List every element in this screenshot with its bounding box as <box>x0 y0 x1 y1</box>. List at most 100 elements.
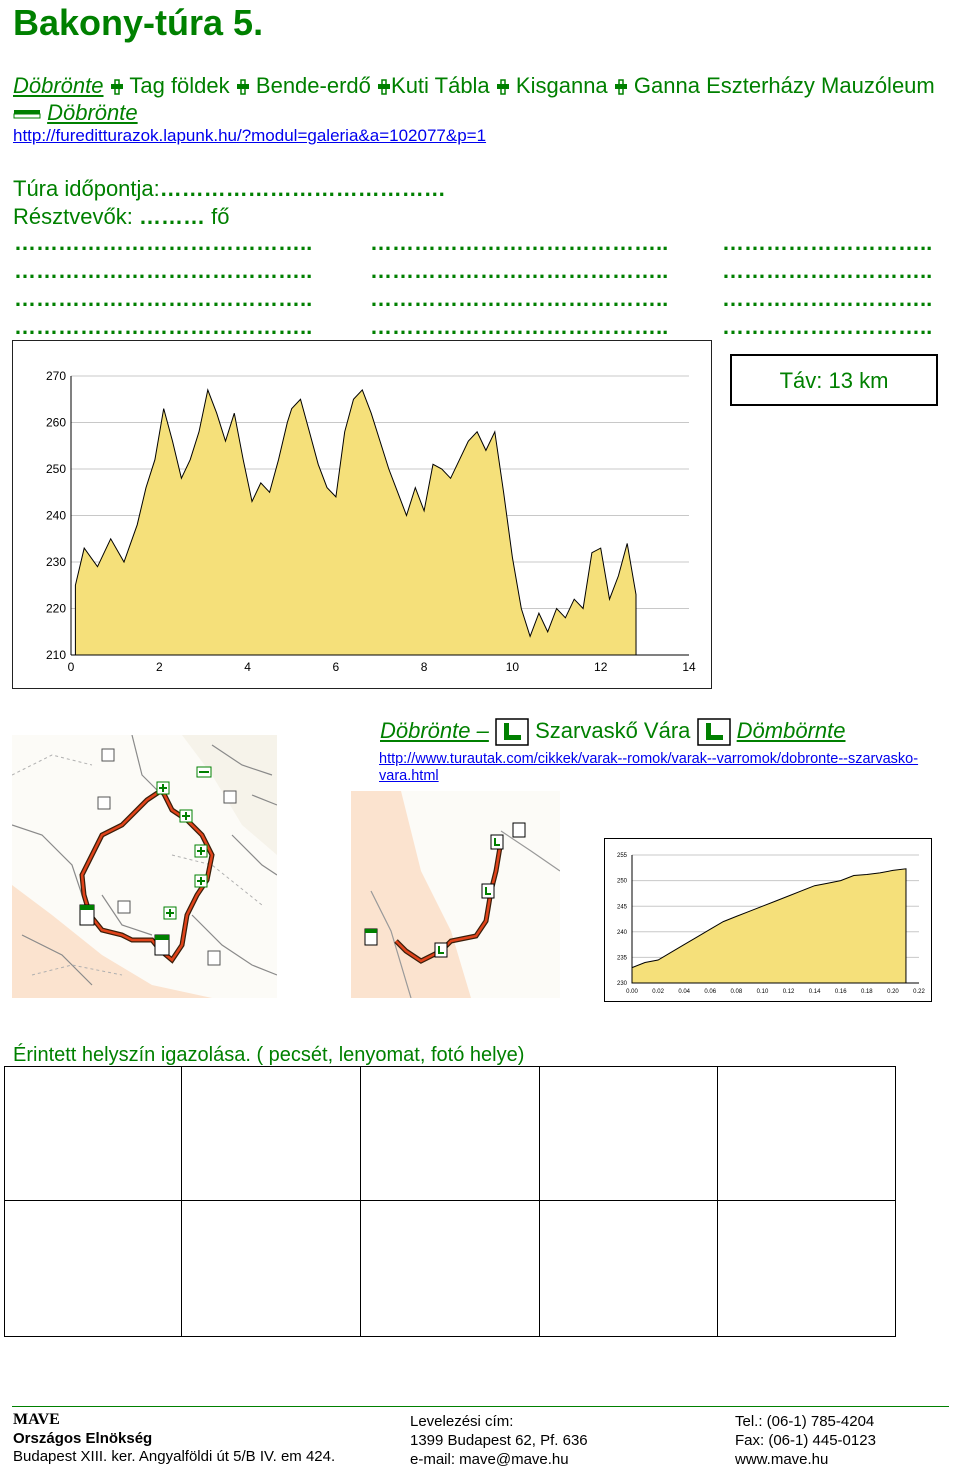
green-cross-icon <box>236 79 249 95</box>
elevation-area <box>631 868 907 984</box>
green-bar-icon <box>13 110 41 119</box>
castle-url-link[interactable]: http://www.turautak.com/cikkek/varak--ro… <box>379 751 959 785</box>
x-tick-label: 4 <box>244 660 251 674</box>
dot-field: ………………………………….. <box>370 286 669 311</box>
dot-row: ………………………………….. ………………………………….. ……………………… <box>14 230 954 258</box>
stamp-cell[interactable] <box>539 1066 718 1201</box>
tour-date-line: Túra időpontja:………………………………… <box>13 176 446 202</box>
stamp-cell[interactable] <box>181 1066 361 1201</box>
footer-divider <box>12 1406 949 1407</box>
dot-field: ………………………………….. <box>370 258 669 283</box>
footer-mail-block: Levelezési cím: 1399 Budapest 62, Pf. 63… <box>410 1412 588 1469</box>
route-start[interactable]: Döbrönte <box>13 73 104 98</box>
route-stop-2: Bende-erdő <box>255 73 371 98</box>
castle-url-line2[interactable]: vara.html <box>379 768 439 784</box>
castle-route-end[interactable]: Dömbörnte <box>736 718 846 743</box>
dot-field: ……………………….. <box>722 258 933 283</box>
castle-url-line1[interactable]: http://www.turautak.com/cikkek/varak--ro… <box>379 751 919 767</box>
castle-route-middle: Szarvaskő Vára <box>535 718 691 743</box>
dot-rows: ………………………………….. ………………………………….. ……………………… <box>14 230 954 342</box>
y-tick-label: 250 <box>46 462 66 476</box>
x-tick-label: 0.08 <box>731 989 743 995</box>
dot-row: ………………………………….. ………………………………….. ……………………… <box>14 314 954 342</box>
castle-route-start[interactable]: Döbrönte – <box>380 718 489 743</box>
y-tick-label: 240 <box>617 930 628 936</box>
y-tick-label: 235 <box>617 956 628 962</box>
x-tick-label: 0.20 <box>887 989 899 995</box>
route-stop-4: Kisganna <box>515 73 608 98</box>
stamp-label: Érintett helyszín igazolása. ( pecsét, l… <box>13 1044 525 1066</box>
green-l-icon <box>696 718 731 746</box>
dot-field: ………………………………….. <box>14 258 313 283</box>
footer-email[interactable]: e-mail: mave@mave.hu <box>410 1451 569 1468</box>
footer-org: MAVE <box>13 1411 60 1428</box>
stamp-cell[interactable] <box>360 1066 540 1201</box>
castle-route-map-image <box>351 791 560 998</box>
castle-elevation-frame: 230 235 240 245 250 255 0.00 0.02 0.04 0.06 0.08 0.… <box>604 838 932 1002</box>
footer-web[interactable]: www.mave.hu <box>735 1451 829 1468</box>
participants-label: Résztvevők: <box>13 204 133 229</box>
stamp-cell[interactable] <box>360 1200 540 1337</box>
x-tick-label: 0.22 <box>913 989 925 995</box>
dot-field: ………………………………….. <box>14 314 313 339</box>
y-tick-label: 255 <box>617 853 628 859</box>
dot-field: ………………………………….. <box>14 230 313 255</box>
stamp-cell[interactable] <box>181 1200 361 1337</box>
green-cross-icon <box>496 79 509 95</box>
y-tick-label: 230 <box>617 981 628 987</box>
x-tick-label: 0.00 <box>626 989 638 995</box>
tour-date-dots: ………………………………… <box>159 176 446 201</box>
route-map-image <box>12 735 277 998</box>
route-map[interactable] <box>12 735 277 998</box>
y-tick-label: 240 <box>46 509 66 523</box>
x-tick-label: 0.10 <box>757 989 769 995</box>
castle-route-map[interactable] <box>351 791 560 998</box>
stamp-cell[interactable] <box>717 1066 896 1201</box>
x-tick-label: 0.06 <box>704 989 716 995</box>
x-tick-label: 10 <box>506 660 520 674</box>
y-tick-label: 230 <box>46 555 66 569</box>
footer-contact-block: Tel.: (06-1) 785-4204 Fax: (06-1) 445-01… <box>735 1412 876 1469</box>
y-tick-label: 250 <box>617 879 628 885</box>
distance-box: Táv: 13 km <box>730 354 938 406</box>
x-tick-label: 12 <box>594 660 608 674</box>
stamp-cell[interactable] <box>717 1200 896 1337</box>
footer-org-block: MAVE Országos Elnökség Budapest XIII. ke… <box>13 1411 335 1465</box>
footer-org-address: Budapest XIII. ker. Angyalföldi út 5/B I… <box>13 1448 336 1465</box>
route-end[interactable]: Döbrönte <box>47 100 138 125</box>
route-stop-3: Kuti Tábla <box>391 73 490 98</box>
route-url-link[interactable]: http://fureditturazok.lapunk.hu/?modul=g… <box>13 126 487 145</box>
x-tick-label: 0.16 <box>835 989 847 995</box>
page-title: Bakony-túra 5. <box>13 2 264 43</box>
dot-field: ………………………………….. <box>370 314 669 339</box>
x-tick-label: 0 <box>68 660 75 674</box>
elevation-chart-frame: 210 220 230 240 250 260 270 0 2 4 6 8 10 12 14 <box>12 340 712 689</box>
stamp-cell[interactable] <box>4 1066 182 1201</box>
dot-field: ………………………………….. <box>370 230 669 255</box>
green-l-icon <box>495 718 529 746</box>
participants-unit: fő <box>211 204 230 229</box>
green-cross-icon <box>110 79 123 95</box>
footer-mail-label: Levelezési cím: <box>410 1413 514 1430</box>
castle-route: Döbrönte – Szarvaskő Vára Dömbörnte <box>380 718 846 746</box>
x-tick-label: 0.14 <box>809 989 821 995</box>
castle-elevation-chart: 230 235 240 245 250 255 0.00 0.02 0.04 0.06 0.08 0.… <box>617 853 926 995</box>
x-tick-label: 8 <box>421 660 428 674</box>
route-stop-1: Tag földek <box>129 73 230 98</box>
y-tick-label: 210 <box>46 648 66 662</box>
x-tick-label: 14 <box>682 660 696 674</box>
footer-org-name: Országos Elnökség <box>13 1430 153 1447</box>
green-cross-icon <box>378 79 391 95</box>
stamp-cell[interactable] <box>539 1200 718 1337</box>
dot-row: ………………………………….. ………………………………….. ……………………… <box>14 286 954 314</box>
footer-fax: Fax: (06-1) 445-0123 <box>735 1432 876 1449</box>
y-tick-label: 270 <box>46 369 66 383</box>
dot-field: ………………………………….. <box>14 286 313 311</box>
footer-mail-address: 1399 Budapest 62, Pf. 636 <box>410 1432 588 1449</box>
footer-tel: Tel.: (06-1) 785-4204 <box>735 1413 875 1430</box>
stamp-cell[interactable] <box>4 1200 182 1337</box>
x-tick-label: 0.18 <box>861 989 873 995</box>
y-tick-label: 260 <box>46 416 66 430</box>
x-tick-label: 0.12 <box>783 989 795 995</box>
y-tick-label: 245 <box>617 904 628 910</box>
